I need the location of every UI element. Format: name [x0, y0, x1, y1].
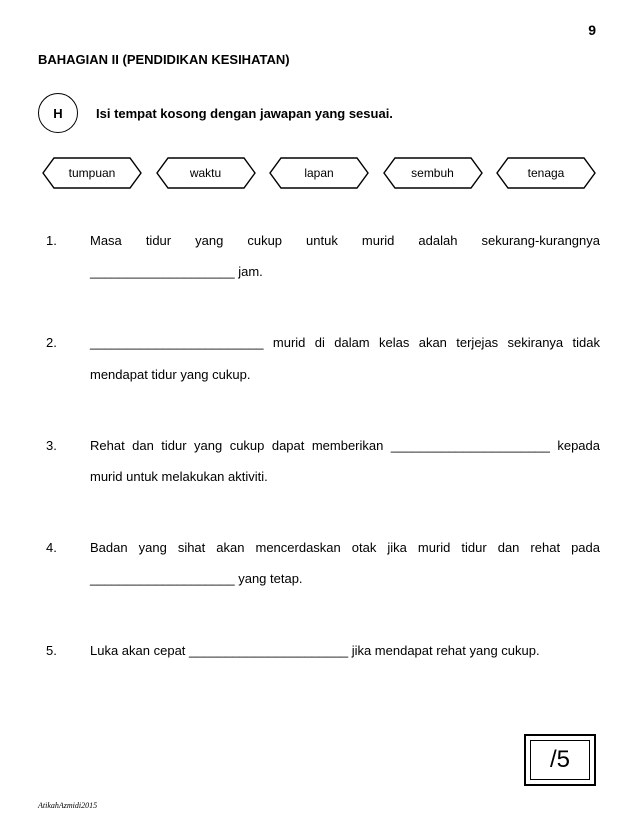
question-text: Luka akan cepat ______________________ j… [90, 635, 600, 666]
question-number: 2. [46, 327, 90, 389]
question-number: 1. [46, 225, 90, 287]
question-item: 4. Badan yang sihat akan mencerdaskan ot… [46, 532, 600, 594]
word-option: lapan [269, 157, 369, 189]
word-option: sembuh [383, 157, 483, 189]
section-title: BAHAGIAN II (PENDIDIKAN KESIHATAN) [38, 52, 600, 67]
word-label: tumpuan [69, 166, 116, 180]
questions-list: 1. Masa tidur yang cukup untuk murid ada… [38, 225, 600, 666]
footer-credit: AtikahAzmidi2015 [38, 801, 97, 810]
score-box: /5 [524, 734, 596, 786]
instruction-text: Isi tempat kosong dengan jawapan yang se… [96, 106, 393, 121]
question-text: Masa tidur yang cukup untuk murid adalah… [90, 225, 600, 287]
word-option: tenaga [496, 157, 596, 189]
word-option: tumpuan [42, 157, 142, 189]
question-text: Rehat dan tidur yang cukup dapat memberi… [90, 430, 600, 492]
word-label: sembuh [411, 166, 454, 180]
question-item: 5. Luka akan cepat _____________________… [46, 635, 600, 666]
instruction-row: H Isi tempat kosong dengan jawapan yang … [38, 93, 600, 133]
question-number: 5. [46, 635, 90, 666]
question-item: 2. ________________________ murid di dal… [46, 327, 600, 389]
word-label: tenaga [528, 166, 565, 180]
word-label: lapan [304, 166, 333, 180]
page-number: 9 [588, 22, 596, 38]
word-option: waktu [156, 157, 256, 189]
question-number: 3. [46, 430, 90, 492]
question-item: 3. Rehat dan tidur yang cukup dapat memb… [46, 430, 600, 492]
score-value: /5 [530, 740, 590, 780]
question-number: 4. [46, 532, 90, 594]
section-label-circle: H [38, 93, 78, 133]
word-label: waktu [190, 166, 221, 180]
question-item: 1. Masa tidur yang cukup untuk murid ada… [46, 225, 600, 287]
word-bank: tumpuan waktu lapan sembuh tenaga [38, 157, 600, 189]
question-text: ________________________ murid di dalam … [90, 327, 600, 389]
question-text: Badan yang sihat akan mencerdaskan otak … [90, 532, 600, 594]
